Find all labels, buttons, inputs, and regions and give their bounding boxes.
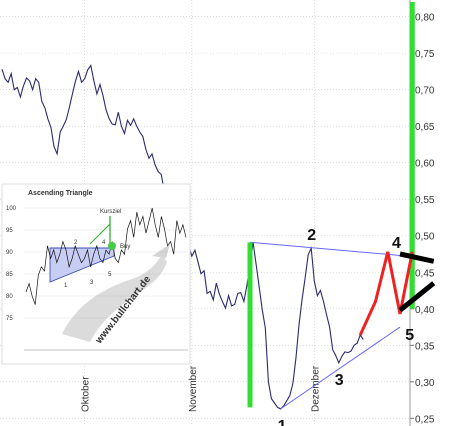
y-tick-label-9: 0,35 (415, 341, 435, 352)
inset-y-tick-2: 90 (6, 250, 13, 256)
point-label-5: 5 (405, 327, 414, 344)
inset-title: Ascending Triangle (28, 190, 93, 197)
y-tick-label-10: 0,30 (415, 378, 435, 389)
y-tick-label-1: 0,75 (415, 49, 435, 60)
projection-line (358, 251, 414, 336)
inset-point-label-3: 3 (90, 280, 94, 286)
inset-price-line (25, 207, 187, 305)
y-tick-label-7: 0,45 (415, 268, 435, 279)
y-tick-label-3: 0,65 (415, 122, 435, 133)
point-label-3: 3 (335, 372, 344, 389)
breakout-lines (398, 251, 436, 313)
point-label-2: 2 (307, 227, 316, 244)
x-tick-label-2: Dezember (310, 365, 321, 412)
y-tick-label-4: 0,60 (415, 159, 435, 170)
point-label-4: 4 (392, 235, 401, 252)
resistance-trendline (249, 241, 401, 256)
support-trendline (280, 326, 401, 410)
y-tick-label-11: 0,25 (415, 414, 435, 425)
inset-y-tick-0: 100 (6, 206, 17, 212)
inset-kursziel-label: Kursziel (100, 209, 121, 215)
point-label-1: 1 (278, 418, 287, 426)
inset-point-label-5: 5 (108, 272, 112, 278)
x-axis-ticks: Oktober November Dezember (81, 365, 322, 412)
inset-bull-watermark-icon (62, 244, 170, 342)
point-labels: 1 2 3 4 5 (278, 227, 415, 426)
inset-green-arrow-2 (89, 223, 111, 245)
breakout-line-1 (399, 251, 435, 264)
breakout-line-2 (398, 281, 436, 313)
inset-point-label-4: 4 (102, 240, 106, 246)
inset-y-tick-1: 95 (6, 228, 13, 234)
inset-y-tick-3: 85 (6, 272, 13, 278)
y-tick-label-2: 0,70 (415, 86, 435, 97)
green-height-bars (247, 2, 415, 408)
inset-point-label-1: 1 (64, 283, 68, 289)
inset-y-ticks: 100 95 90 85 80 75 (6, 206, 188, 322)
inset-point-label-2: 2 (74, 240, 78, 246)
y-tick-label-5: 0,55 (415, 195, 435, 206)
y-tick-label-0: 0,80 (415, 13, 435, 24)
y-tick-label-6: 0,50 (415, 232, 435, 243)
y-tick-label-8: 0,40 (415, 305, 435, 316)
x-tick-label-1: November (188, 365, 199, 412)
inset-ascending-triangle-chart: Ascending Triangle 100 95 90 85 80 75 Kurszie… (1, 183, 191, 365)
x-tick-label-0: Oktober (81, 376, 92, 412)
inset-y-tick-4: 80 (6, 294, 13, 300)
triangle-trendlines (249, 241, 401, 410)
inset-buy-marker (108, 242, 116, 250)
inset-buy-label: Buy (120, 244, 130, 250)
inset-y-tick-5: 75 (6, 316, 13, 322)
